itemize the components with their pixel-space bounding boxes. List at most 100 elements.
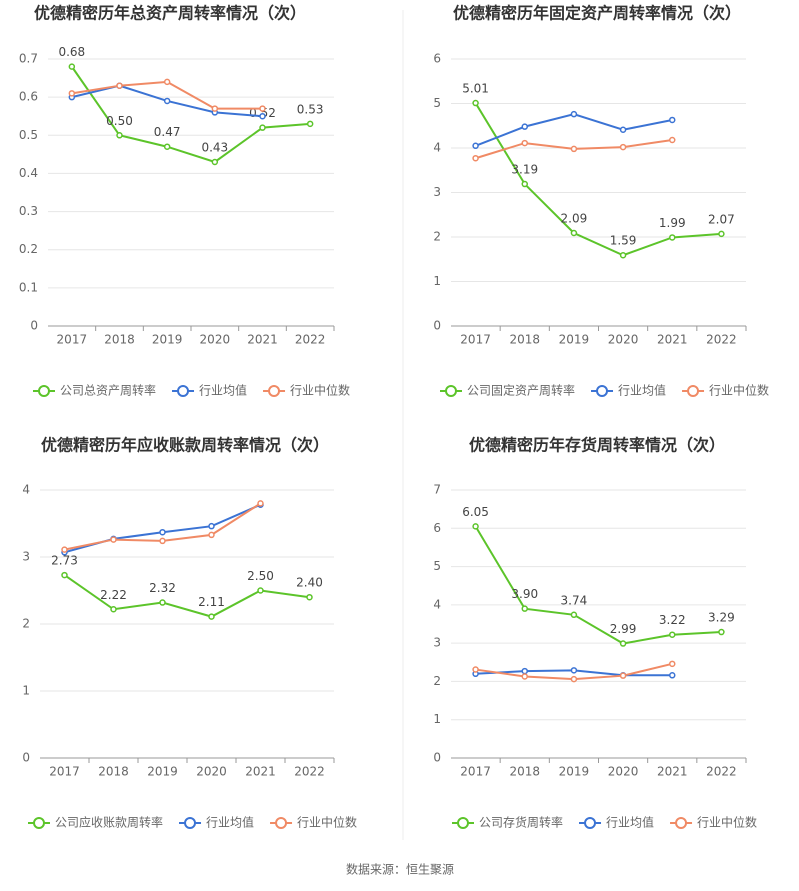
point — [472, 523, 479, 530]
point — [306, 120, 314, 128]
y-tick-label: 5 — [433, 559, 441, 573]
point — [472, 666, 479, 673]
value-label: 0.68 — [58, 45, 85, 59]
point — [570, 675, 578, 683]
x-tick-label: 2019 — [152, 333, 183, 347]
point — [570, 611, 578, 619]
point — [211, 105, 219, 112]
y-tick-label: 0.2 — [19, 242, 38, 256]
value-label: 3.19 — [511, 163, 538, 177]
point — [521, 123, 528, 130]
x-tick-label: 2019 — [147, 765, 178, 779]
series-line — [64, 503, 261, 554]
y-tick-label: 0 — [433, 319, 441, 333]
value-label: 2.07 — [708, 212, 735, 226]
series-line — [475, 113, 673, 147]
y-tick-label: 1 — [22, 684, 30, 698]
point — [306, 593, 313, 601]
point — [110, 536, 117, 543]
series-line — [474, 102, 722, 257]
value-label: 2.50 — [247, 569, 274, 583]
point — [619, 640, 627, 647]
point — [163, 97, 171, 105]
point — [669, 136, 676, 144]
y-tick-label: 4 — [22, 483, 30, 497]
x-tick-label: 2022 — [295, 333, 326, 347]
chart-title: 优德精密历年总资产周转率情况（次） — [34, 4, 306, 23]
point — [570, 229, 578, 237]
legend-label: 行业均值 — [199, 383, 247, 398]
x-tick-label: 2020 — [608, 333, 639, 347]
point — [257, 500, 264, 507]
y-tick-label: 7 — [433, 483, 441, 497]
point — [163, 143, 171, 150]
point — [208, 522, 215, 530]
point — [669, 660, 676, 668]
legend-marker — [675, 817, 688, 829]
y-tick-label: 2 — [22, 617, 30, 631]
x-tick-label: 2022 — [706, 765, 737, 779]
legend-marker — [177, 385, 190, 397]
value-label: 2.11 — [198, 595, 225, 609]
value-label: 2.32 — [149, 581, 176, 595]
x-tick-label: 2018 — [98, 765, 129, 779]
value-label: 3.74 — [561, 593, 588, 607]
y-tick-label: 0.3 — [19, 204, 38, 218]
point — [619, 143, 627, 151]
point — [669, 631, 676, 638]
value-label: 3.22 — [659, 613, 686, 627]
point — [61, 546, 68, 553]
series-line — [71, 66, 311, 164]
point — [110, 606, 117, 613]
value-label: 3.90 — [511, 587, 538, 601]
point — [159, 599, 166, 606]
y-tick-label: 1 — [433, 274, 441, 288]
legend-marker — [584, 817, 597, 829]
point — [718, 230, 725, 238]
y-tick-label: 0 — [433, 751, 441, 765]
legend-label: 行业均值 — [206, 815, 254, 830]
point — [472, 99, 479, 107]
point — [208, 613, 215, 620]
x-tick-label: 2017 — [460, 765, 491, 779]
x-tick-label: 2017 — [460, 333, 491, 347]
legend-label: 公司存货周转率 — [479, 815, 563, 830]
point — [472, 154, 479, 162]
legend-marker — [184, 817, 197, 829]
legend-marker — [275, 817, 288, 829]
legend-marker — [687, 385, 700, 397]
x-tick-label: 2018 — [509, 333, 540, 347]
y-tick-label: 0 — [22, 751, 30, 765]
point — [619, 126, 627, 134]
point — [259, 105, 266, 112]
legend-label: 公司固定资产周转率 — [467, 383, 575, 398]
legend-label: 行业中位数 — [290, 383, 350, 398]
point — [521, 673, 528, 680]
x-tick-label: 2018 — [509, 765, 540, 779]
value-label: 1.99 — [659, 216, 686, 230]
y-tick-label: 0.1 — [19, 280, 38, 294]
point — [159, 528, 166, 536]
y-tick-label: 4 — [433, 141, 441, 155]
point — [68, 63, 76, 70]
legend-label: 行业中位数 — [709, 383, 769, 398]
point — [257, 587, 264, 594]
point — [718, 628, 725, 636]
point — [669, 672, 676, 679]
point — [116, 132, 123, 139]
point — [521, 139, 528, 147]
y-tick-label: 5 — [433, 96, 441, 110]
value-label: 2.22 — [100, 588, 127, 602]
point — [669, 234, 676, 241]
y-tick-label: 0.6 — [19, 90, 38, 104]
x-tick-label: 2022 — [706, 333, 737, 347]
legend-label: 公司应收账款周转率 — [55, 815, 163, 830]
chart-title: 优德精密历年应收账款周转率情况（次） — [41, 436, 329, 455]
point — [669, 116, 676, 124]
y-tick-label: 3 — [433, 636, 441, 650]
y-tick-label: 6 — [433, 52, 441, 66]
point — [570, 145, 578, 153]
y-tick-label: 0.5 — [19, 128, 38, 142]
x-tick-label: 2019 — [559, 333, 590, 347]
